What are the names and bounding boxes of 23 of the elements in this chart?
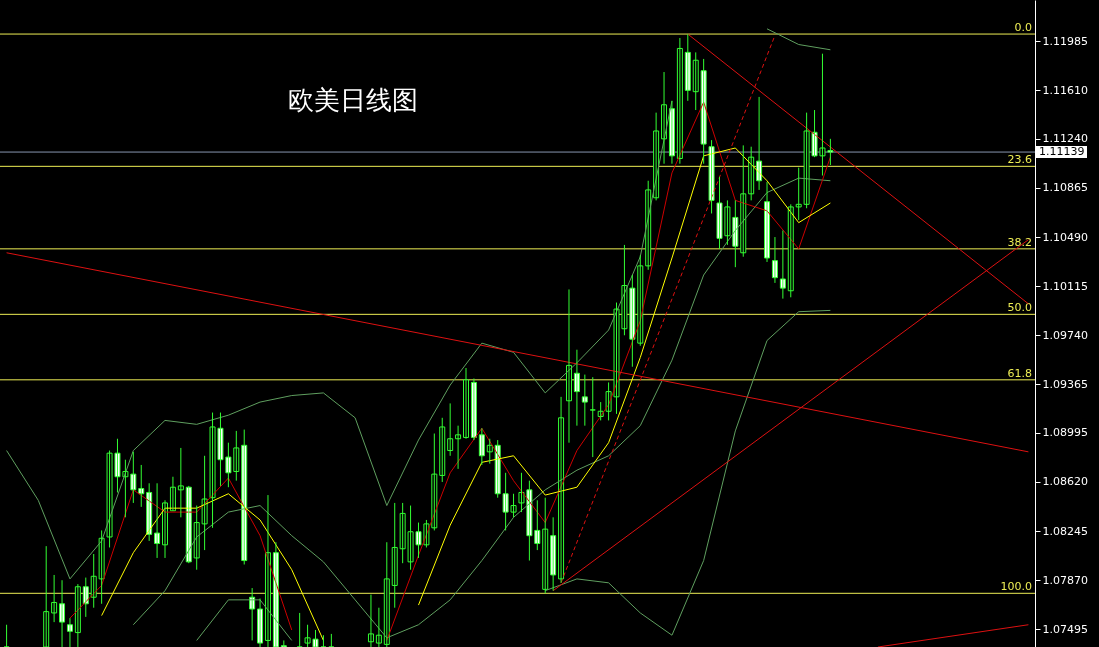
y-tick-label: 1.09740 — [1042, 328, 1088, 342]
y-tick-label: 1.11610 — [1042, 83, 1088, 97]
annotation: 0.0 — [1014, 21, 1032, 35]
candlestick — [280, 639, 287, 647]
y-tick-label: 1.08245 — [1042, 524, 1088, 538]
y-tick-label: 1.07870 — [1042, 573, 1088, 587]
annotation: 50.0 — [1007, 301, 1032, 315]
annotation: 61.8 — [1007, 366, 1032, 380]
y-tick-label: 1.09365 — [1042, 377, 1088, 391]
y-tick-label: 1.11985 — [1042, 34, 1088, 48]
candlestick — [581, 374, 588, 427]
text: 欧美日线图 — [288, 85, 418, 115]
y-tick-label: 1.10490 — [1042, 230, 1088, 244]
y-tick-label: 1.07495 — [1042, 622, 1088, 636]
candlestick — [708, 139, 715, 214]
ref-line-label: 1.11139 — [1039, 145, 1085, 159]
y-tick-label: 1.10115 — [1042, 279, 1088, 293]
annotation: 100.0 — [1000, 580, 1032, 594]
y-tick-label: 1.08995 — [1042, 426, 1088, 440]
y-tick-label: 1.11240 — [1042, 132, 1088, 146]
y-tick-label: 1.08620 — [1042, 475, 1088, 489]
annotation: 23.6 — [1007, 153, 1032, 167]
y-tick-label: 1.10865 — [1042, 181, 1088, 195]
